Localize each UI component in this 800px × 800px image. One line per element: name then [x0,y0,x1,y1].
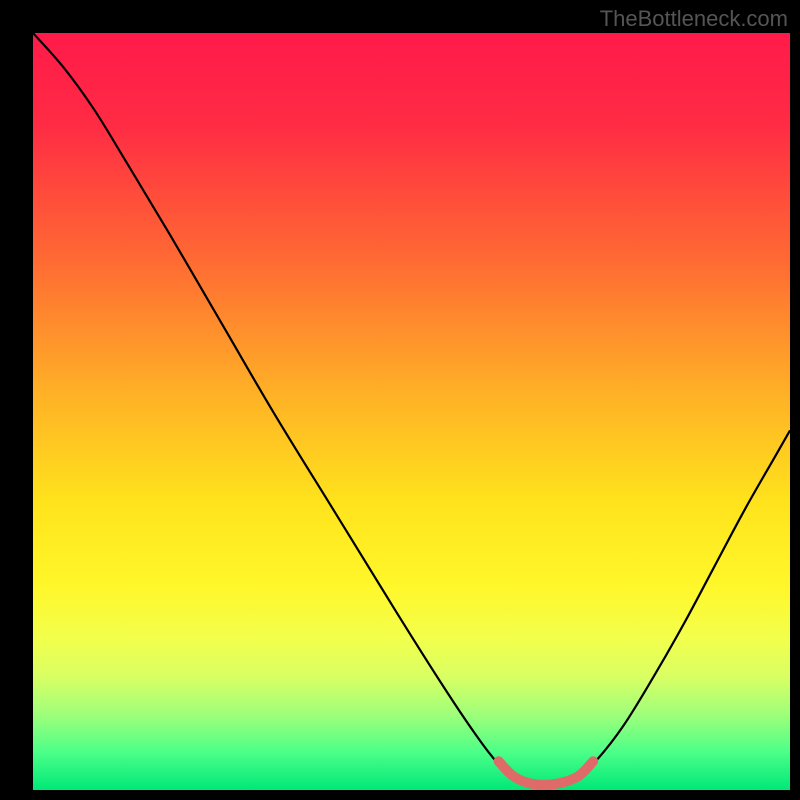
bottleneck-curve [33,33,790,785]
watermark-text: TheBottleneck.com [600,6,788,32]
trough-marker [499,761,594,785]
chart-svg [33,33,790,790]
chart-plot-area [33,33,790,790]
